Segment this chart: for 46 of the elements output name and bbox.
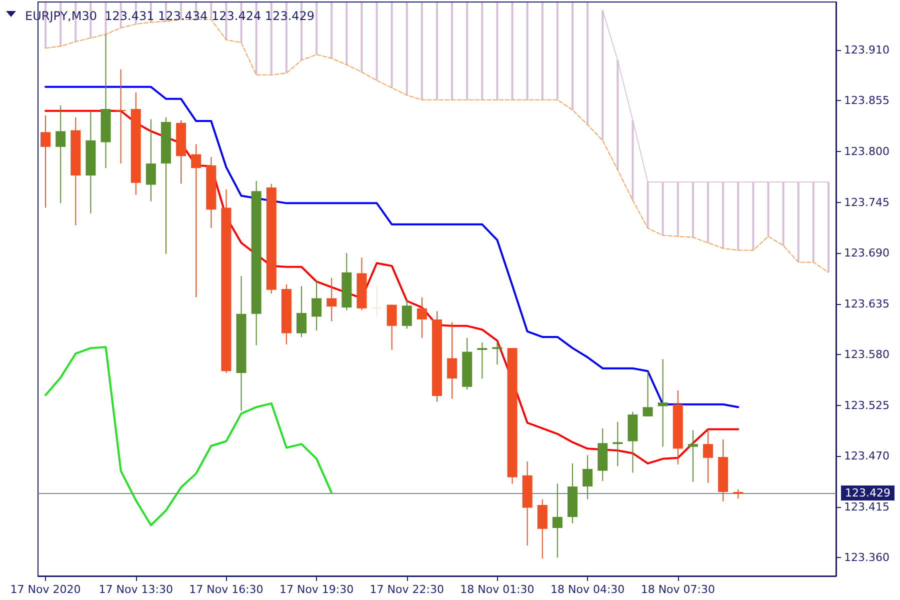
- y-tick-label: 123.415: [844, 500, 890, 514]
- y-tick-label: 123.800: [844, 145, 890, 158]
- candlestick: [477, 342, 488, 380]
- candlestick: [116, 68, 126, 164]
- x-tick-label: 17 Nov 16:30: [189, 583, 264, 596]
- y-tick-label: 123.855: [844, 94, 890, 108]
- candlestick: [56, 104, 66, 204]
- candlestick: [416, 296, 427, 338]
- candlestick: [703, 428, 714, 484]
- x-tick-label: 17 Nov 22:30: [370, 583, 444, 596]
- y-tick-label: 123.690: [844, 246, 890, 260]
- x-tick-label: 17 Nov 19:30: [279, 583, 354, 596]
- line-series: [44, 86, 740, 408]
- candlestick: [658, 358, 668, 448]
- candlestick: [552, 483, 562, 558]
- x-tick-label: 18 Nov 04:30: [550, 583, 625, 596]
- x-tick-label: 17 Nov 2020: [10, 583, 81, 596]
- candlestick: [326, 277, 337, 322]
- x-tick-label: 17 Nov 13:30: [98, 583, 173, 596]
- y-tick-label: 123.360: [844, 551, 890, 564]
- y-tick-label: 123.525: [844, 398, 890, 412]
- y-tick-label: 123.745: [844, 196, 890, 209]
- candlestick: [40, 115, 51, 208]
- x-tick-label: 18 Nov 01:30: [460, 583, 534, 596]
- candlestick: [733, 488, 744, 499]
- candlestick: [402, 300, 412, 330]
- candlestick: [372, 284, 382, 318]
- y-tick-label: 123.910: [844, 43, 890, 56]
- candlestick: [582, 454, 593, 500]
- x-tick-label: 18 Nov 07:30: [640, 583, 715, 596]
- y-tick-label: 123.580: [844, 348, 890, 362]
- y-tick-label: 123.635: [844, 297, 890, 310]
- line-series: [44, 346, 333, 526]
- candlestick: [386, 304, 397, 350]
- candlestick: [612, 421, 623, 467]
- candlestick: [191, 144, 202, 298]
- candlestick: [642, 372, 653, 417]
- candlestick: [447, 322, 458, 400]
- ref-line-label: 123.429: [845, 486, 890, 500]
- candlestick: [146, 118, 156, 202]
- candlestick: [537, 498, 548, 559]
- candlestick: [688, 430, 698, 482]
- candlestick: [296, 286, 306, 338]
- y-tick-label: 123.470: [844, 450, 890, 463]
- candlestick: [312, 280, 322, 332]
- candlestick: [492, 341, 502, 366]
